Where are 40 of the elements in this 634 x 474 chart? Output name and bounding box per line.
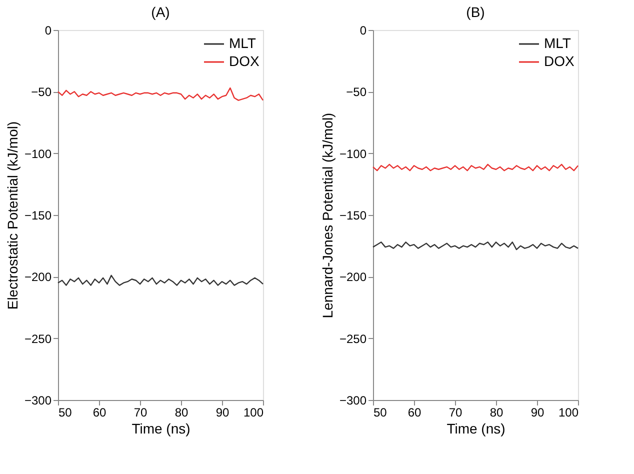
legend-label: DOX: [229, 53, 260, 69]
x-tick-label: 50: [374, 406, 388, 420]
y-axis-title: Electrostatic Potential (kJ/mol): [4, 121, 20, 310]
line-series: [57, 87, 264, 101]
x-tick-label: 70: [448, 406, 462, 420]
y-tick-label: −50: [31, 85, 52, 100]
x-tick-label: 80: [490, 406, 504, 420]
x-tick-label: 90: [530, 406, 544, 420]
y-tick-label: 0: [44, 24, 52, 38]
legend-label: MLT: [544, 35, 572, 51]
line-series: [57, 274, 264, 286]
y-tick-label: −200: [24, 270, 52, 284]
y-tick-label: 0: [360, 24, 367, 38]
y-tick-label: −50: [346, 85, 367, 100]
y-tick-label: −100: [339, 146, 367, 161]
chart-title: (B): [466, 4, 485, 20]
y-tick-label: −300: [339, 394, 367, 408]
y-tick-label: −250: [24, 332, 52, 346]
line-series: [372, 242, 579, 250]
y-tick-label: −150: [24, 208, 52, 222]
x-tick-label: 60: [408, 406, 422, 420]
x-tick-label: 80: [174, 406, 188, 420]
y-tick-label: −200: [339, 270, 367, 284]
y-tick-label: −150: [339, 208, 367, 222]
x-tick-label: 70: [134, 406, 148, 420]
y-axis-title: Lennard-Jones Potential (kJ/mol): [319, 112, 336, 318]
x-axis-title: Time (ns): [446, 420, 506, 436]
x-tick-label: 60: [92, 406, 106, 420]
x-tick-label: 100: [243, 406, 264, 420]
x-tick-label: 90: [216, 406, 230, 420]
y-tick-label: −100: [24, 146, 52, 161]
chart-title: (A): [151, 4, 170, 20]
line-series: [372, 164, 579, 172]
y-tick-label: −250: [339, 332, 367, 346]
y-tick-label: −300: [24, 394, 52, 408]
legend-label: MLT: [229, 35, 256, 51]
x-tick-label: 50: [58, 406, 72, 420]
legend-label: DOX: [544, 53, 575, 69]
x-tick-label: 100: [558, 406, 579, 420]
x-axis-title: Time (ns): [132, 420, 190, 436]
